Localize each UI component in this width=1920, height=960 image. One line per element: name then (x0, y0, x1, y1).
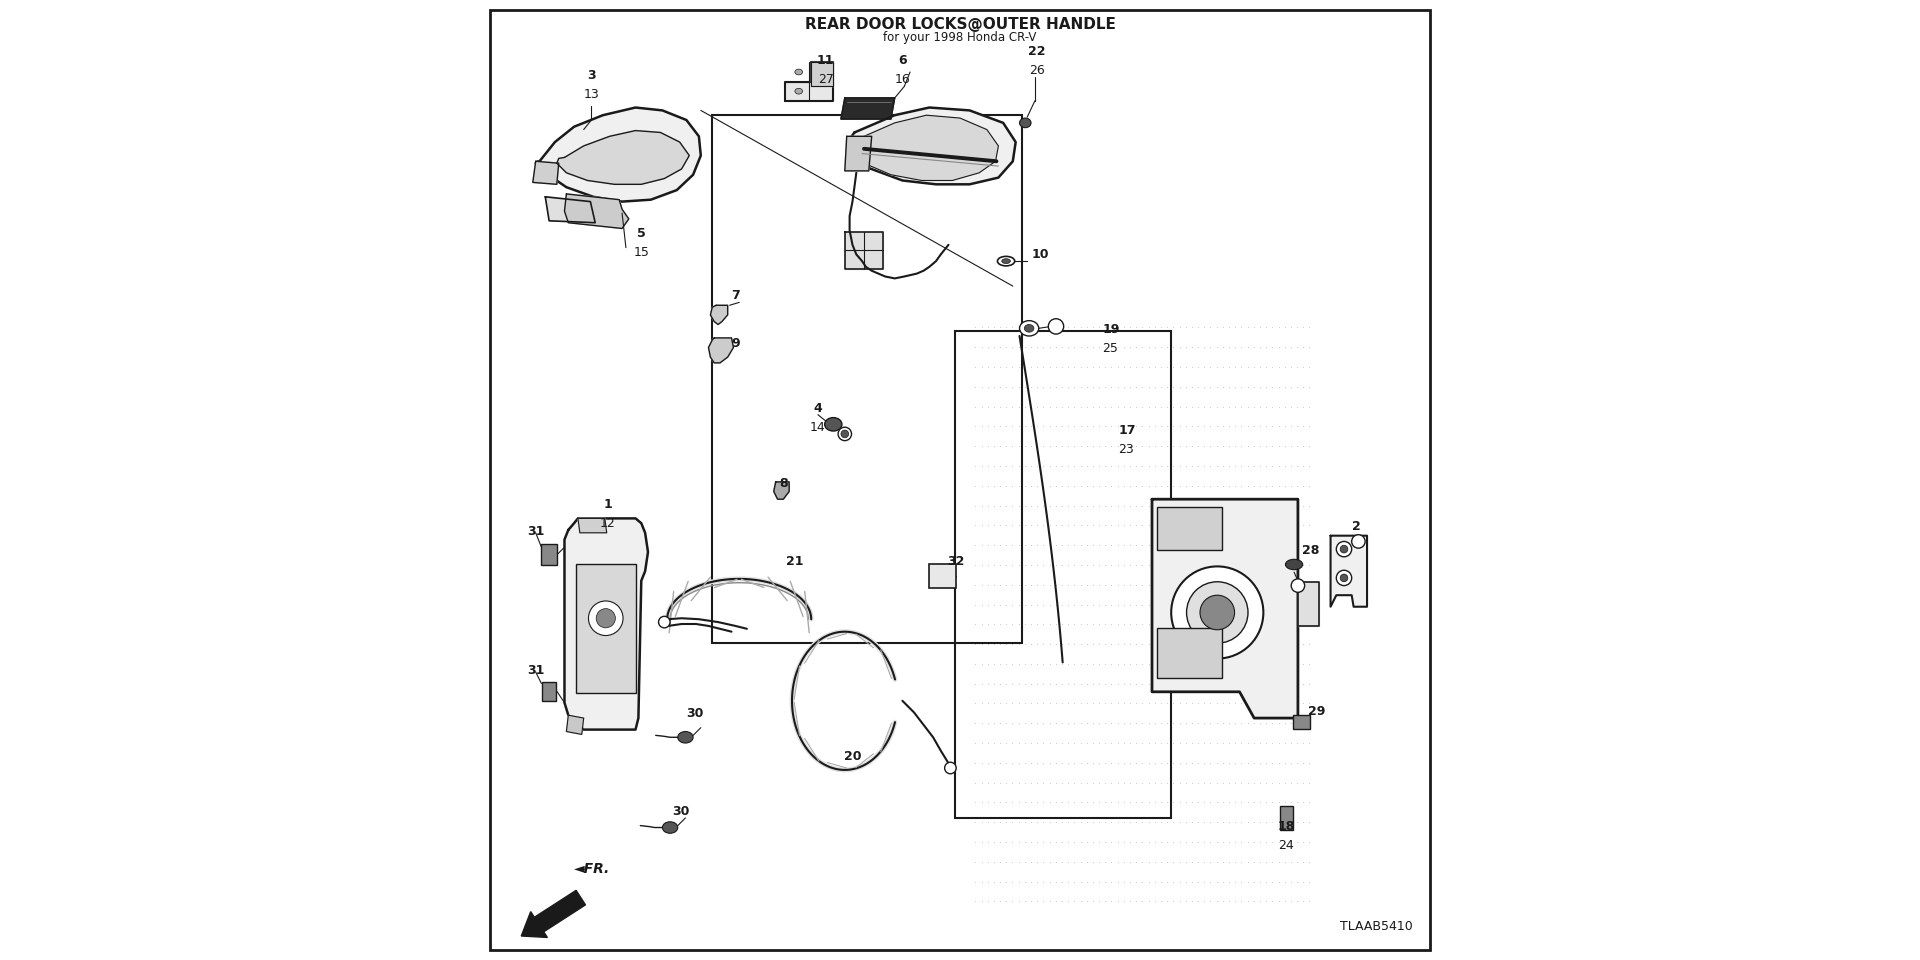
Ellipse shape (1200, 595, 1235, 630)
Ellipse shape (1048, 319, 1064, 334)
Polygon shape (785, 62, 833, 101)
Text: 27: 27 (818, 73, 833, 86)
Bar (1294, 715, 1309, 729)
Text: 32: 32 (948, 555, 966, 568)
Ellipse shape (1187, 582, 1248, 643)
Ellipse shape (795, 69, 803, 75)
Ellipse shape (1171, 566, 1263, 659)
Ellipse shape (678, 732, 693, 743)
Text: 2: 2 (1352, 519, 1361, 533)
Polygon shape (578, 518, 607, 533)
Text: 21: 21 (785, 555, 804, 568)
Polygon shape (849, 108, 1016, 184)
Ellipse shape (1352, 535, 1365, 548)
Text: ◄FR.: ◄FR. (574, 862, 611, 876)
Text: 12: 12 (599, 516, 616, 530)
Bar (1279, 806, 1294, 829)
Text: 29: 29 (1308, 705, 1325, 718)
Text: 4: 4 (814, 401, 822, 415)
Ellipse shape (1290, 579, 1306, 592)
Ellipse shape (659, 616, 670, 628)
Text: for your 1998 Honda CR-V: for your 1998 Honda CR-V (883, 31, 1037, 44)
Polygon shape (841, 98, 895, 119)
Ellipse shape (1020, 118, 1031, 128)
Text: 6: 6 (899, 54, 906, 67)
Text: TLAAB5410: TLAAB5410 (1340, 920, 1413, 933)
Polygon shape (557, 131, 689, 184)
Ellipse shape (588, 601, 622, 636)
Text: 26: 26 (1029, 63, 1044, 77)
Polygon shape (710, 305, 728, 324)
Ellipse shape (1336, 570, 1352, 586)
Polygon shape (845, 232, 883, 269)
Text: 23: 23 (1117, 443, 1135, 456)
Text: 5: 5 (637, 227, 645, 240)
Polygon shape (774, 482, 789, 499)
Ellipse shape (1340, 574, 1348, 582)
Polygon shape (1152, 499, 1298, 718)
Polygon shape (845, 136, 872, 171)
Ellipse shape (841, 430, 849, 438)
Bar (1156, 628, 1221, 678)
Ellipse shape (1025, 324, 1033, 332)
Text: 8: 8 (780, 476, 787, 490)
Ellipse shape (662, 822, 678, 833)
Bar (576, 564, 636, 693)
Text: 3: 3 (588, 68, 595, 82)
Text: 30: 30 (687, 707, 705, 720)
Bar (541, 682, 557, 701)
Text: 14: 14 (810, 420, 826, 434)
Text: 7: 7 (732, 289, 741, 302)
Bar (929, 564, 956, 588)
Ellipse shape (826, 418, 843, 431)
Polygon shape (564, 194, 628, 228)
Bar (541, 544, 557, 565)
Ellipse shape (1002, 258, 1010, 264)
Polygon shape (812, 62, 833, 86)
Ellipse shape (998, 256, 1014, 266)
Polygon shape (1331, 536, 1367, 607)
Text: 24: 24 (1279, 839, 1294, 852)
Polygon shape (856, 115, 998, 180)
Text: 18: 18 (1277, 820, 1296, 833)
Polygon shape (566, 715, 584, 734)
Text: 13: 13 (584, 87, 599, 101)
Ellipse shape (795, 88, 803, 94)
Text: REAR DOOR LOCKS@OUTER HANDLE: REAR DOOR LOCKS@OUTER HANDLE (804, 17, 1116, 33)
Text: 16: 16 (895, 73, 910, 86)
Text: 15: 15 (634, 246, 649, 259)
Text: 22: 22 (1027, 44, 1046, 58)
Ellipse shape (1020, 321, 1039, 336)
Text: 11: 11 (816, 54, 835, 67)
Text: 31: 31 (526, 524, 545, 538)
Ellipse shape (945, 762, 956, 774)
Bar (1156, 507, 1221, 550)
Text: 9: 9 (732, 337, 739, 350)
Ellipse shape (837, 427, 852, 441)
Text: 25: 25 (1102, 342, 1117, 355)
Text: 30: 30 (672, 804, 689, 818)
Text: 20: 20 (843, 750, 862, 763)
Bar (712, 115, 1021, 643)
Text: 31: 31 (526, 663, 545, 677)
Polygon shape (536, 108, 701, 202)
Polygon shape (708, 338, 733, 363)
Ellipse shape (1340, 545, 1348, 553)
Polygon shape (532, 161, 559, 184)
FancyArrow shape (520, 890, 586, 938)
Text: 17: 17 (1117, 423, 1137, 437)
Polygon shape (564, 518, 649, 730)
Text: 10: 10 (1033, 248, 1050, 261)
Bar (956, 331, 1171, 818)
Text: 28: 28 (1302, 543, 1319, 557)
Polygon shape (545, 197, 595, 223)
Ellipse shape (1284, 560, 1302, 569)
Text: 19: 19 (1102, 323, 1119, 336)
Ellipse shape (595, 609, 614, 628)
Polygon shape (1298, 583, 1319, 626)
Text: 1: 1 (603, 497, 612, 511)
Ellipse shape (1336, 541, 1352, 557)
